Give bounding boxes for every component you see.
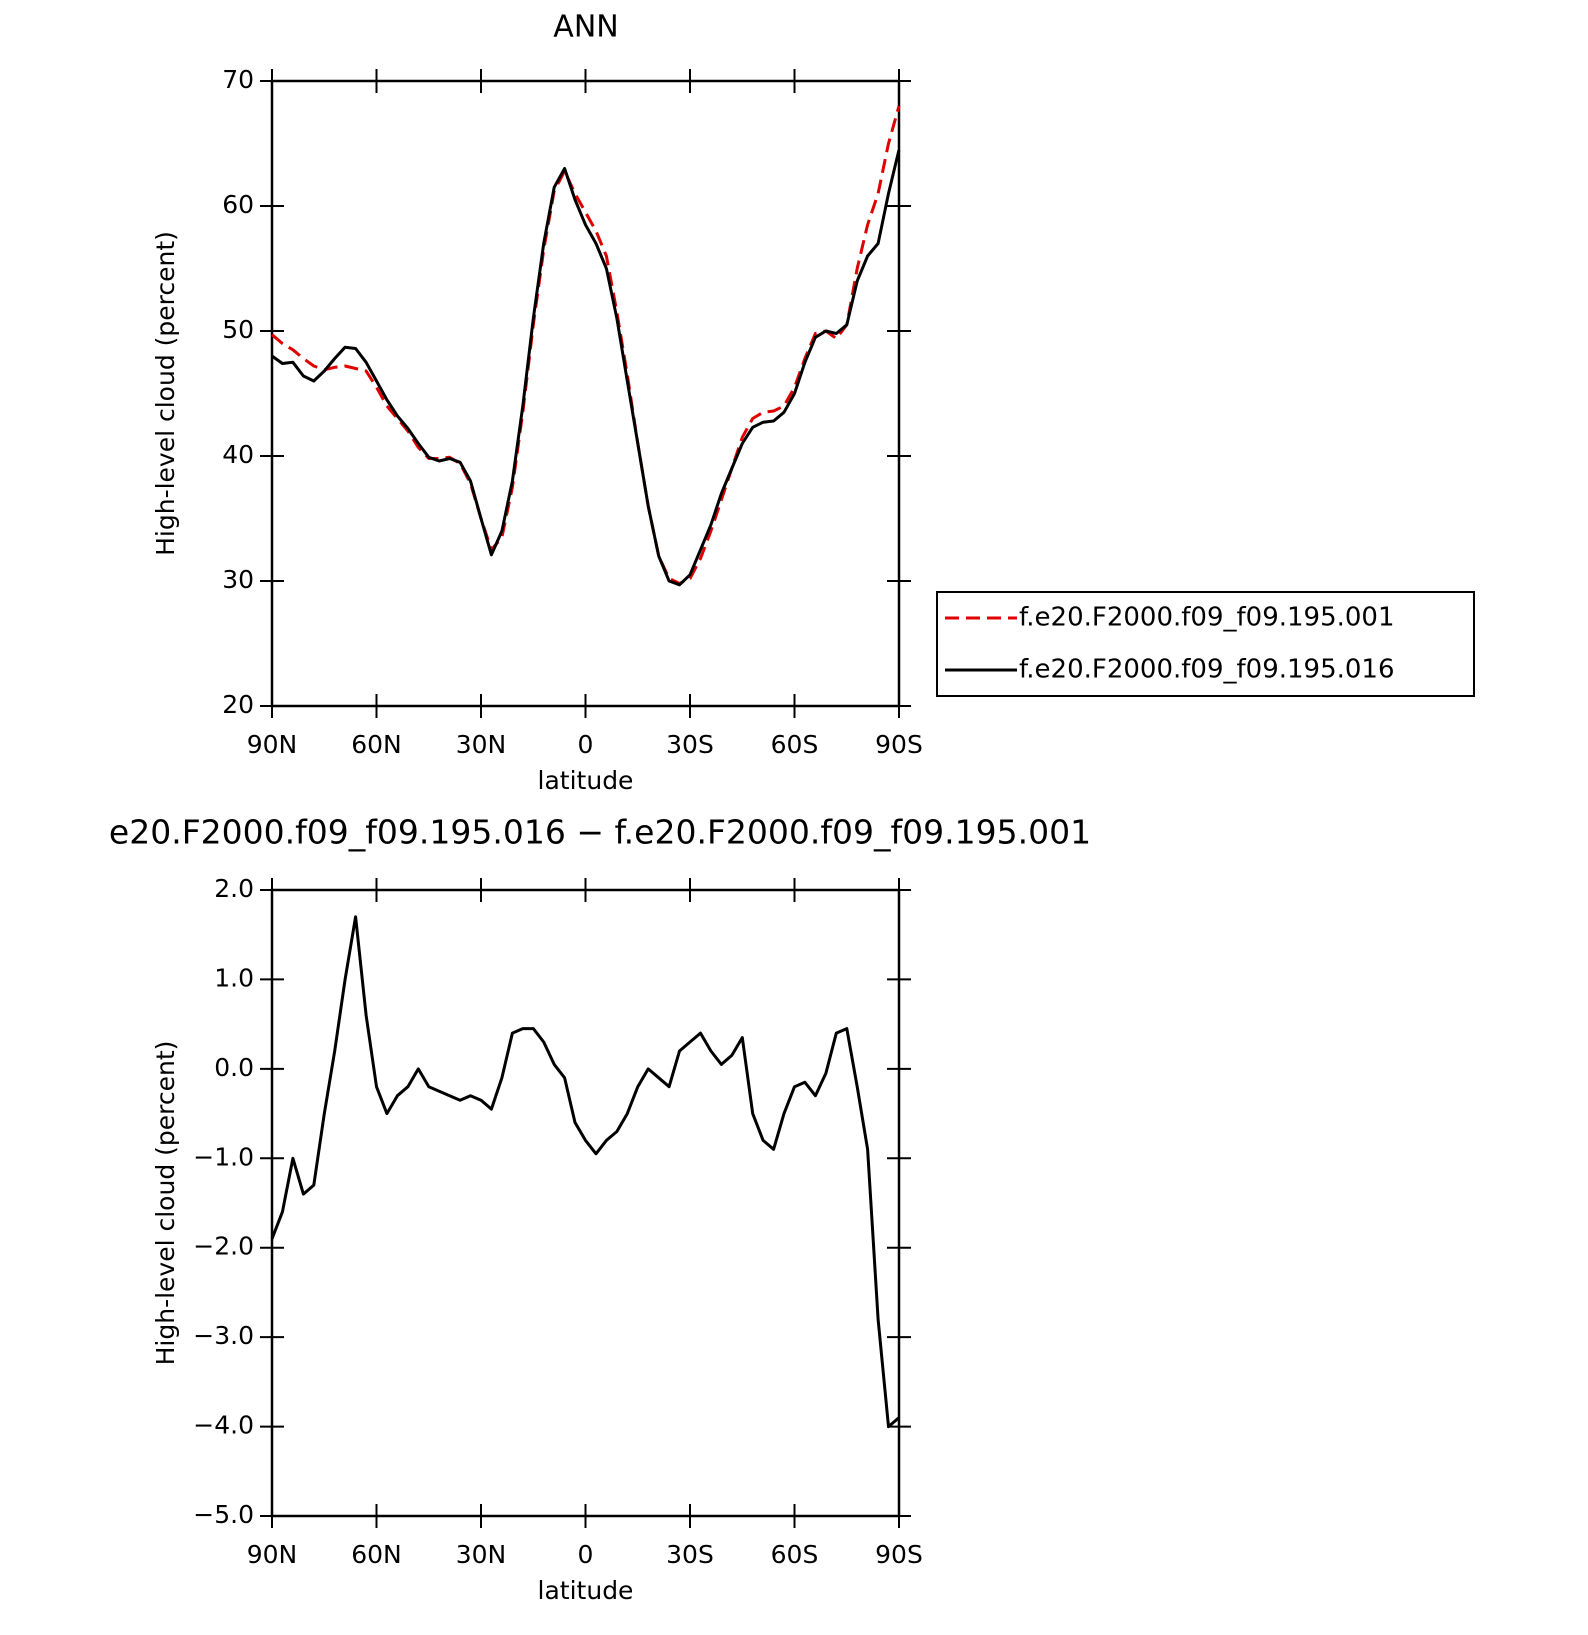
x-tick-label: 30N: [456, 1540, 507, 1569]
chart-title: e20.F2000.f09_f09.195.016 − f.e20.F2000.…: [109, 813, 1091, 852]
y-tick-label: 30: [222, 565, 254, 594]
x-tick-label: 90S: [875, 730, 923, 759]
plot-frame: [270, 888, 901, 1518]
x-tick-label: 60N: [351, 1540, 402, 1569]
y-tick-label: 20: [222, 690, 254, 719]
y-tick-label: −3.0: [193, 1321, 254, 1350]
x-axis-label: latitude: [538, 1576, 634, 1605]
x-tick-label: 90N: [247, 730, 298, 759]
x-tick-label: 30S: [666, 730, 714, 759]
x-tick-label: 30N: [456, 730, 507, 759]
plot-frame: [270, 79, 901, 708]
x-axis-label: latitude: [538, 766, 634, 795]
y-axis-label: High-level cloud (percent): [151, 1041, 180, 1366]
data-line: [270, 915, 900, 1429]
x-tick-label: 90N: [247, 1540, 298, 1569]
legend-box: [936, 591, 1475, 697]
y-axis-label: High-level cloud (percent): [151, 231, 180, 556]
y-tick-label: 60: [222, 190, 254, 219]
y-tick-label: −2.0: [193, 1232, 254, 1261]
x-tick-label: 0: [578, 1540, 594, 1569]
y-tick-label: 1.0: [214, 963, 254, 992]
legend-label: f.e20.F2000.f09_f09.195.016: [1019, 655, 1395, 685]
y-tick-label: 40: [222, 440, 254, 469]
x-tick-label: 60N: [351, 730, 402, 759]
data-line: [271, 105, 901, 585]
x-tick-label: 60S: [771, 730, 819, 759]
x-tick-label: 60S: [771, 1540, 819, 1569]
data-line: [271, 149, 901, 587]
y-tick-label: 2.0: [214, 874, 254, 903]
legend-label: f.e20.F2000.f09_f09.195.001: [1019, 603, 1395, 633]
y-tick-label: 70: [222, 65, 254, 94]
y-tick-label: −5.0: [193, 1500, 254, 1529]
x-tick-label: 0: [578, 730, 594, 759]
y-tick-label: 0.0: [214, 1053, 254, 1082]
x-tick-label: 90S: [875, 1540, 923, 1569]
y-tick-label: −1.0: [193, 1142, 254, 1171]
chart-title: ANN: [553, 10, 618, 45]
y-tick-label: −4.0: [193, 1411, 254, 1440]
x-tick-label: 30S: [666, 1540, 714, 1569]
y-tick-label: 50: [222, 315, 254, 344]
